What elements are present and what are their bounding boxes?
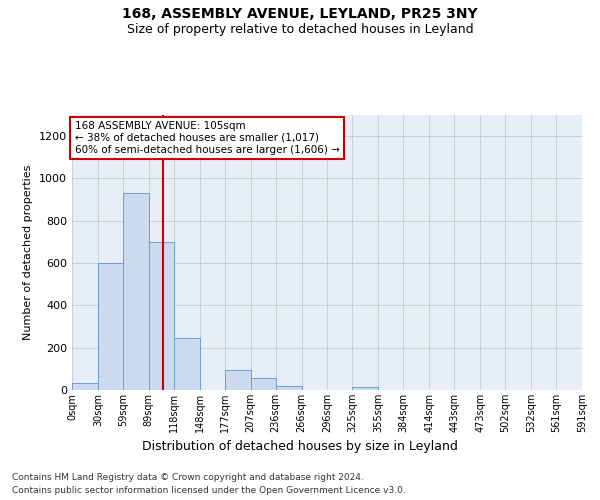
- Bar: [72, 382, 98, 390]
- Text: Size of property relative to detached houses in Leyland: Size of property relative to detached ho…: [127, 22, 473, 36]
- Bar: [251, 378, 275, 390]
- Text: Contains HM Land Registry data © Crown copyright and database right 2024.: Contains HM Land Registry data © Crown c…: [12, 474, 364, 482]
- Bar: [149, 242, 174, 390]
- Text: 168 ASSEMBLY AVENUE: 105sqm
← 38% of detached houses are smaller (1,017)
60% of : 168 ASSEMBLY AVENUE: 105sqm ← 38% of det…: [74, 122, 340, 154]
- Bar: [123, 194, 149, 390]
- Text: Distribution of detached houses by size in Leyland: Distribution of detached houses by size …: [142, 440, 458, 453]
- Bar: [352, 387, 379, 390]
- Text: Contains public sector information licensed under the Open Government Licence v3: Contains public sector information licen…: [12, 486, 406, 495]
- Bar: [275, 386, 302, 390]
- Y-axis label: Number of detached properties: Number of detached properties: [23, 165, 34, 340]
- Bar: [225, 370, 251, 390]
- Bar: [174, 338, 200, 390]
- Text: 168, ASSEMBLY AVENUE, LEYLAND, PR25 3NY: 168, ASSEMBLY AVENUE, LEYLAND, PR25 3NY: [122, 8, 478, 22]
- Bar: [98, 263, 123, 390]
